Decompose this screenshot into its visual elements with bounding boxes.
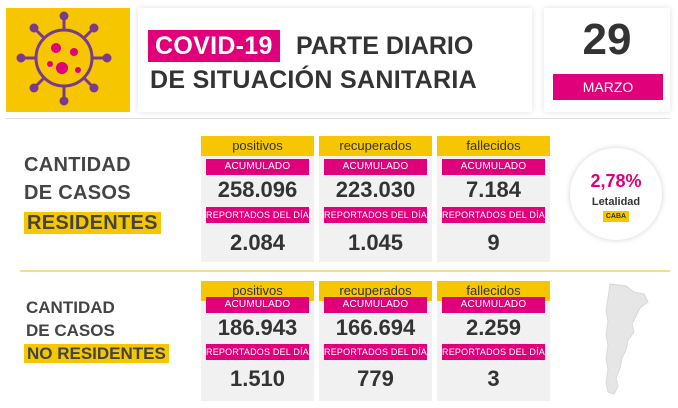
acumulado-value: 186.943 [217,315,298,340]
card-title: recuperados [319,136,432,156]
acumulado-value: 166.694 [335,315,416,340]
date-day: 29 [582,15,632,64]
dia-pill: REPORTADOS DEL DÍA [442,344,545,360]
no-residentes-label-line1: CANTIDAD [26,298,115,317]
section-divider [20,270,670,272]
residentes-card-positivos [201,136,314,262]
letalidad-label: Letalidad [591,196,641,208]
letalidad-value: 2,78% [590,171,642,191]
acumulado-pill: ACUMULADO [206,159,309,175]
letalidad-badge: CABA [603,211,629,222]
acumulado-value: 7.184 [465,177,522,202]
dia-value: 1.510 [229,366,286,391]
letalidad-circle [570,148,662,240]
acumulado-pill: ACUMULADO [442,297,545,313]
dia-value: 779 [357,366,394,391]
acumulado-value: 258.096 [217,177,298,202]
dia-pill: REPORTADOS DEL DÍA [206,207,309,223]
dia-pill: REPORTADOS DEL DÍA [324,344,427,360]
dia-pill: REPORTADOS DEL DÍA [206,344,309,360]
covid-tag: COVID-19 [148,30,280,62]
no-residentes-label-line2: DE CASOS [26,321,115,340]
virus-icon [16,11,112,106]
dia-value: 3 [487,366,500,391]
residentes-card-fallecidos [437,136,550,262]
argentina-map-icon [592,282,652,403]
residentes-label-line1: CANTIDAD [24,154,131,176]
page-title-line2: DE SITUACIÓN SANITARIA [150,66,477,94]
acumulado-pill: ACUMULADO [442,159,545,175]
acumulado-pill: ACUMULADO [324,297,427,313]
residentes-card-recuperados [319,136,432,262]
card-title: fallecidos [437,281,550,301]
page-title-line1: PARTE DIARIO [296,32,474,60]
no-residentes-label-line3: NO RESIDENTES [24,344,169,363]
card-title: fallecidos [437,136,550,156]
card-title: positivos [201,281,314,301]
dia-value: 2.084 [229,230,286,255]
acumulado-pill: ACUMULADO [206,297,309,313]
residentes-label-line3: RESIDENTES [24,212,161,234]
header-separator [6,118,670,119]
dia-pill: REPORTADOS DEL DÍA [442,207,545,223]
acumulado-value: 2.259 [465,315,522,340]
date-month: MARZO [553,74,663,100]
dia-value: 1.045 [347,230,404,255]
dia-value: 9 [487,230,500,255]
dia-pill: REPORTADOS DEL DÍA [324,207,427,223]
card-title: recuperados [319,281,432,301]
residentes-label-line2: DE CASOS [24,182,131,204]
acumulado-pill: ACUMULADO [324,159,427,175]
acumulado-value: 223.030 [335,177,416,202]
logo-panel [6,8,130,112]
card-title: positivos [201,136,314,156]
